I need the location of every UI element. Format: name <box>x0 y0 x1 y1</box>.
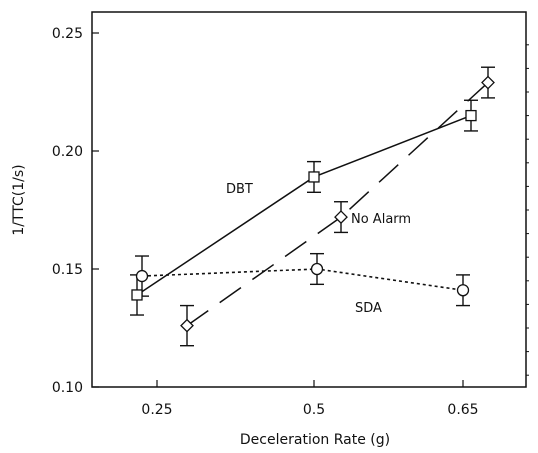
series-label: SDA <box>355 301 382 316</box>
series-line <box>186 82 489 327</box>
y-tick-label: 0.10 <box>52 380 83 396</box>
marker-square <box>308 171 320 183</box>
x-axis-title: Deceleration Rate (g) <box>240 432 390 448</box>
y-tick-label: 0.15 <box>52 262 83 278</box>
plot-area-frame <box>91 11 527 388</box>
series-labels: DBT No Alarm SDA <box>226 182 411 316</box>
marker-square <box>131 289 143 301</box>
x-tick-label: 0.5 <box>303 402 325 418</box>
series-line <box>141 268 464 292</box>
marker-circle <box>456 284 470 297</box>
y-axis-title: 1/TTC(1/s) <box>11 164 27 235</box>
marker-diamond <box>481 75 495 90</box>
marker-square <box>465 109 477 122</box>
series-line <box>136 114 472 296</box>
series-label: DBT <box>226 182 253 197</box>
marker-diamond <box>334 210 348 224</box>
y-tick-label: 0.25 <box>52 26 83 42</box>
x-tick-label: 0.25 <box>141 402 172 418</box>
marker-circle <box>135 269 149 283</box>
x-axis: 0.25 0.5 0.65 <box>141 380 479 418</box>
marker-diamond <box>180 318 194 333</box>
series-lines <box>136 82 489 327</box>
y-tick-label: 0.20 <box>52 144 83 160</box>
marker-circle <box>310 262 324 276</box>
error-bars <box>130 66 495 347</box>
series-label: No Alarm <box>351 212 411 227</box>
x-tick-label: 0.65 <box>447 402 478 418</box>
markers <box>131 75 495 333</box>
y-axis: 0.10 0.15 0.20 0.25 <box>52 26 529 396</box>
